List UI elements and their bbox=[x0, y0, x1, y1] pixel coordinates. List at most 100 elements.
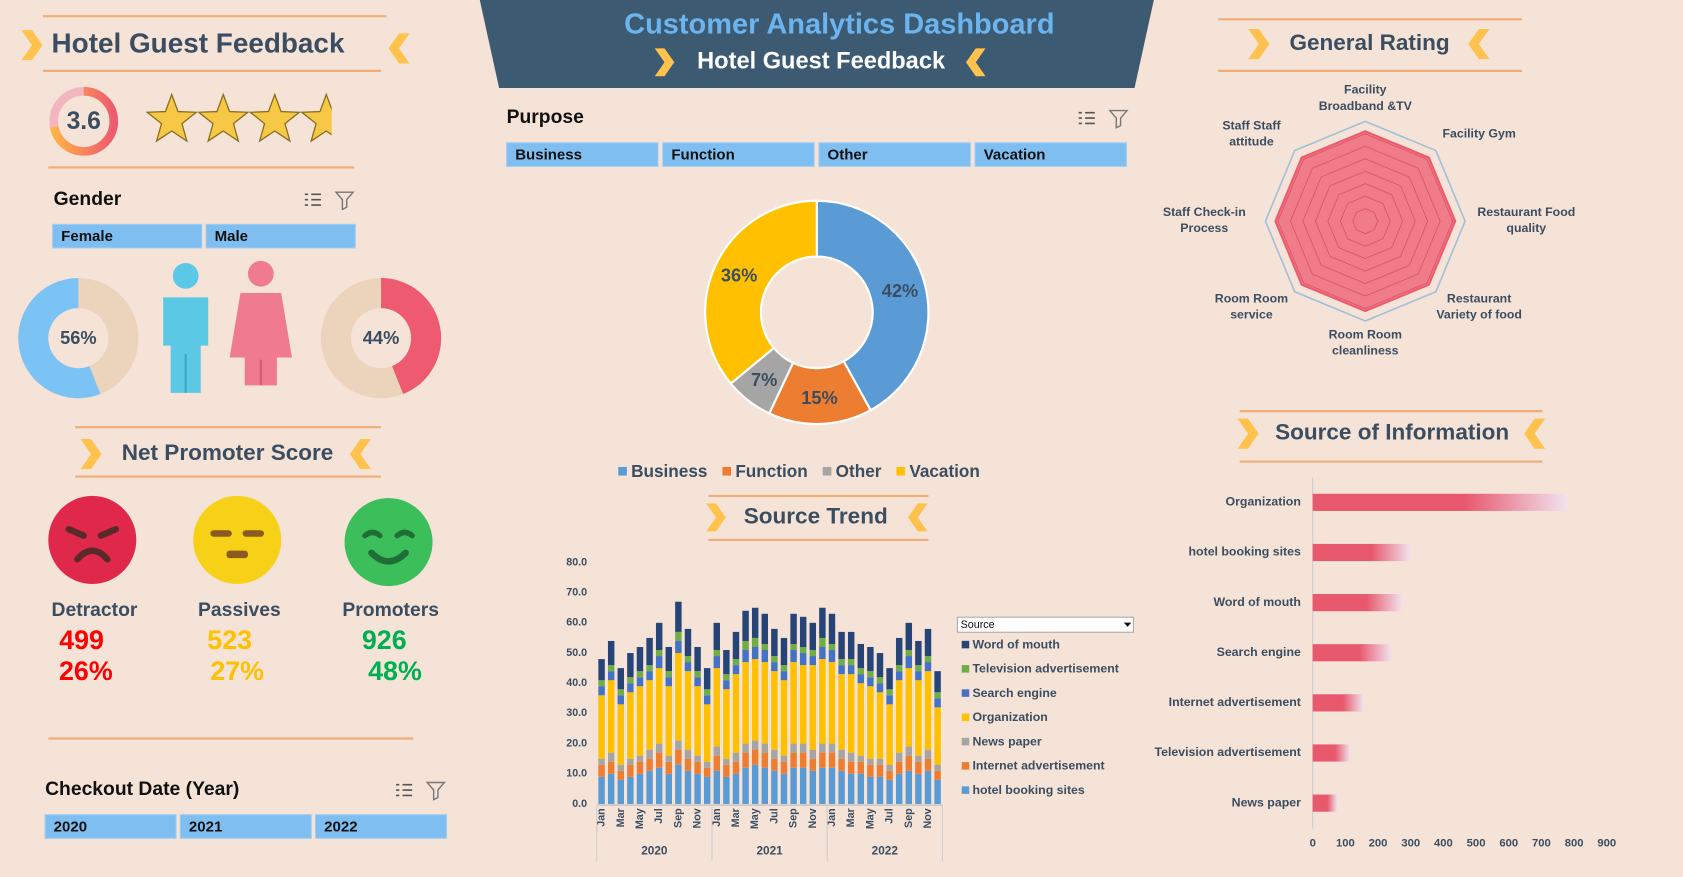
radar-axis-label-line: Facility Gym bbox=[1442, 127, 1515, 141]
bar-segment bbox=[646, 770, 653, 804]
bar-segment bbox=[627, 758, 634, 765]
radar-axis-label-line: Room Room bbox=[1215, 292, 1288, 306]
bar bbox=[1312, 644, 1392, 662]
bar-segment bbox=[627, 677, 634, 684]
bar-segment bbox=[895, 665, 903, 672]
bar-segment bbox=[675, 601, 682, 632]
bar-segment bbox=[799, 616, 807, 647]
bar-segment bbox=[703, 689, 711, 696]
bar-segment bbox=[934, 770, 941, 780]
bar-segment bbox=[799, 653, 807, 666]
x-tick-label: Jul bbox=[884, 808, 896, 824]
y-tick-label: 20.0 bbox=[566, 737, 587, 749]
y-tick-label: Internet advertisement bbox=[1169, 695, 1301, 709]
bar-segment bbox=[905, 656, 913, 669]
slicer-button[interactable] bbox=[205, 223, 356, 249]
bar-segment bbox=[915, 755, 922, 762]
bar-segment bbox=[857, 773, 865, 804]
radar-axis-label: Restaurant Food quality bbox=[1477, 205, 1575, 235]
bar-segment bbox=[723, 776, 730, 804]
multi-select-icon[interactable] bbox=[304, 193, 321, 206]
slicer-item[interactable]: 2022 bbox=[324, 819, 357, 836]
bar-segment bbox=[761, 613, 769, 644]
bar-segment bbox=[742, 752, 749, 768]
bar-segment bbox=[915, 671, 922, 681]
bar-segment bbox=[799, 743, 807, 753]
slicer-item[interactable]: 2020 bbox=[54, 819, 87, 836]
bar-segment bbox=[732, 665, 740, 675]
nps-percent: 26% bbox=[59, 656, 113, 686]
slicer-item[interactable]: Male bbox=[215, 228, 248, 245]
nps-percent: 48% bbox=[368, 656, 422, 686]
bar-segment bbox=[684, 671, 692, 750]
clear-filter-icon[interactable] bbox=[334, 191, 355, 211]
slicer-item[interactable]: Business bbox=[515, 147, 582, 164]
bar-segment bbox=[607, 640, 615, 666]
slicer-item[interactable]: Female bbox=[61, 228, 113, 245]
bar-segment bbox=[886, 689, 893, 696]
x-tick-label: Nov bbox=[692, 808, 704, 828]
bar-segment bbox=[751, 740, 759, 750]
slicer-button[interactable] bbox=[506, 142, 659, 167]
bar-segment bbox=[847, 659, 855, 666]
bar-segment bbox=[905, 746, 913, 756]
bar-segment bbox=[751, 764, 759, 804]
bar-segment bbox=[627, 683, 634, 693]
slicer-button[interactable] bbox=[662, 142, 815, 167]
slicer-button[interactable] bbox=[44, 814, 177, 839]
slicer-button[interactable] bbox=[818, 142, 971, 167]
bar-segment bbox=[934, 692, 941, 699]
bar-segment bbox=[819, 646, 826, 660]
bar-segment bbox=[607, 761, 615, 774]
bar-segment bbox=[780, 755, 788, 762]
nps-group: Detractor bbox=[52, 600, 138, 621]
x-tick-label: 700 bbox=[1532, 838, 1551, 850]
bar-segment bbox=[809, 758, 817, 771]
bar-segment bbox=[598, 659, 605, 681]
bar-segment bbox=[646, 758, 653, 771]
multi-select-icon[interactable] bbox=[396, 783, 413, 797]
slicer-button[interactable] bbox=[52, 223, 203, 249]
nps-count: 926 bbox=[362, 625, 407, 655]
slicer-item[interactable]: 2021 bbox=[189, 819, 222, 836]
male-body bbox=[163, 297, 209, 393]
bar-segment bbox=[713, 650, 721, 657]
legend-label: Business bbox=[631, 461, 707, 481]
bar-segment bbox=[598, 686, 605, 696]
x-group-label: 2020 bbox=[641, 843, 668, 857]
x-group-label: 2022 bbox=[872, 843, 899, 857]
slicer-item[interactable]: Function bbox=[671, 147, 734, 164]
clear-filter-icon[interactable] bbox=[425, 781, 446, 801]
slicer-button[interactable] bbox=[179, 814, 312, 839]
bar-segment bbox=[713, 668, 721, 747]
bar-segment bbox=[838, 749, 845, 759]
bar-segment bbox=[703, 761, 711, 768]
bar-segment bbox=[771, 770, 778, 804]
bar-segment bbox=[607, 752, 615, 762]
x-tick-label: Sep bbox=[903, 808, 915, 828]
bar-segment bbox=[847, 674, 855, 753]
bar-segment bbox=[694, 677, 701, 687]
dropdown-arrow[interactable] bbox=[1123, 622, 1132, 627]
bar-segment bbox=[838, 659, 845, 666]
bar-segment bbox=[627, 653, 634, 678]
slicer-title: Checkout Date (Year) bbox=[45, 779, 239, 800]
bar-segment bbox=[915, 680, 922, 756]
bar-segment bbox=[646, 680, 653, 750]
bar-segment bbox=[790, 662, 797, 744]
slicer-item[interactable]: Vacation bbox=[984, 147, 1046, 164]
bar-segment bbox=[771, 749, 778, 759]
clear-filter-icon[interactable] bbox=[1108, 109, 1129, 129]
multi-select-icon[interactable] bbox=[1078, 111, 1095, 125]
bar-segment bbox=[694, 761, 701, 774]
nps-group: Promoters bbox=[342, 600, 439, 621]
legend-filter-dropdown[interactable] bbox=[956, 616, 1134, 633]
legend-filter-label[interactable]: Source bbox=[961, 619, 995, 631]
bar-segment bbox=[867, 686, 874, 759]
y-tick-label: 60.0 bbox=[566, 617, 587, 629]
bar-segment bbox=[838, 770, 845, 804]
slicer-item[interactable]: Other bbox=[828, 147, 868, 164]
bar-segment bbox=[876, 683, 884, 693]
slicer-button[interactable] bbox=[974, 142, 1128, 167]
slicer-button[interactable] bbox=[315, 814, 448, 839]
